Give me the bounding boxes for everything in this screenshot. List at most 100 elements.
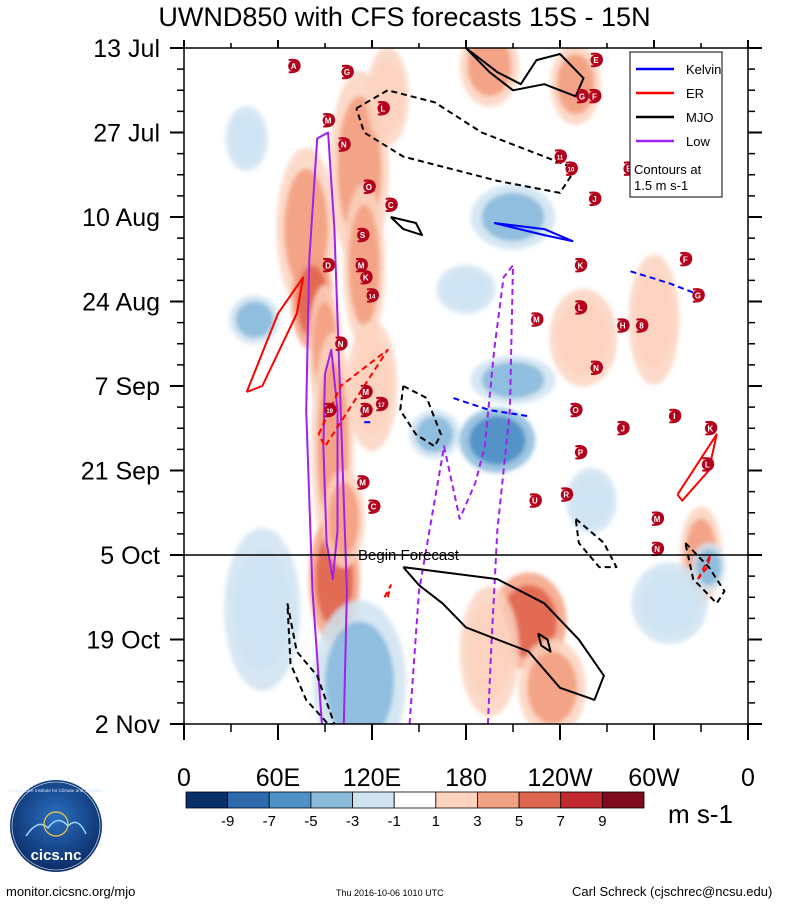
storm-dot	[590, 54, 602, 66]
anomaly-blob-23	[481, 192, 545, 242]
storm-dot	[590, 362, 602, 374]
y-tick-label-0: 13 Jul	[93, 35, 160, 63]
storm-marker-2: L	[377, 100, 390, 116]
cicsnc-logo[interactable]: cics.nc Cooperative Institute for Climat…	[8, 778, 104, 874]
storm-swirl	[357, 227, 370, 243]
storm-dot	[341, 66, 353, 78]
contour-low-2	[408, 264, 514, 724]
anomaly-blob-13	[527, 651, 578, 724]
anomaly-blob-24	[235, 301, 274, 338]
y-tick-label-5: 21 Sep	[81, 458, 160, 486]
contour-kelvin-8	[493, 222, 574, 243]
storm-marker-28: G	[692, 288, 705, 303]
storm-swirl	[335, 336, 348, 351]
y-tick-label-1: 27 Jul	[93, 120, 160, 148]
colorbar-swatch-10	[601, 791, 645, 809]
storm-dot	[377, 102, 389, 114]
storm-marker-29: L	[574, 300, 588, 315]
storm-marker-42: M	[651, 511, 665, 526]
colorbar: -9 -7 -5 -3 -1 1 3 5 7 9	[185, 791, 645, 830]
storm-dot	[574, 446, 586, 458]
storm-swirl	[590, 52, 604, 68]
storm-marker-0: A	[288, 58, 301, 74]
storm-swirl	[561, 487, 574, 502]
storm-swirl	[324, 402, 337, 418]
storm-dot	[651, 513, 663, 525]
colorbar-tick-label-1: -7	[263, 813, 276, 830]
storm-label: K	[363, 273, 369, 282]
contour-kelvin-10	[453, 397, 529, 418]
anomaly-blob-21	[234, 548, 291, 670]
storm-marker-1: G	[341, 64, 354, 80]
x-tick-label-5: 60W	[628, 764, 680, 792]
storm-swirl	[288, 58, 301, 74]
storm-dot	[338, 139, 350, 151]
anomaly-blob-15	[558, 301, 609, 374]
storm-label: I	[673, 412, 675, 421]
colorbar-swatch-6	[435, 791, 478, 809]
storm-dot	[385, 199, 397, 211]
storm-label: E	[626, 165, 632, 174]
storm-dot	[554, 151, 566, 163]
storm-label: C	[388, 201, 394, 210]
storm-marker-40: R	[560, 487, 574, 502]
storm-label: G	[579, 92, 585, 101]
storm-label: R	[563, 491, 569, 500]
storm-marker-16: 17	[375, 396, 389, 412]
storm-swirl	[589, 88, 602, 104]
storm-marker-31: H	[617, 318, 630, 333]
contour-mjo-16	[574, 518, 618, 569]
storm-label: M	[654, 515, 661, 524]
y-tick-label-3: 24 Aug	[82, 289, 160, 317]
contour-er-4	[317, 348, 389, 448]
storm-dot	[357, 477, 369, 489]
storm-dot	[368, 501, 380, 513]
colorbar-tick-label-9: 9	[598, 813, 606, 830]
storm-swirl	[575, 257, 588, 273]
storm-swirl	[360, 402, 373, 418]
colorbar-tick-label-2: -5	[304, 813, 317, 830]
y-tick-label-6: 5 Oct	[100, 542, 160, 570]
colorbar-swatch-0	[185, 791, 229, 809]
storm-label: A	[291, 62, 297, 71]
legend-label-er: ER	[686, 86, 704, 101]
storm-dot	[588, 193, 600, 205]
footer-author[interactable]: Carl Schreck (cjschrec@ncsu.edu)	[572, 884, 773, 899]
contour-kelvin-9	[630, 270, 702, 297]
storm-dot	[692, 289, 704, 301]
colorbar-tick-label-5: 1	[432, 813, 440, 830]
storm-swirl	[322, 257, 336, 273]
storm-label: K	[708, 424, 714, 433]
footer-url[interactable]: monitor.cicsnc.org/mjo	[6, 884, 136, 899]
colorbar-swatch-3	[310, 791, 353, 809]
storm-marker-8: D	[322, 257, 336, 273]
storm-swirl	[363, 179, 376, 194]
storm-label: 14	[369, 294, 376, 300]
storm-label: 17	[378, 403, 385, 409]
storm-dot	[565, 163, 577, 175]
storm-marker-36: J	[617, 420, 630, 436]
storm-dot	[570, 404, 582, 416]
storm-dot	[355, 259, 367, 271]
storm-marker-26: K	[574, 257, 588, 273]
contour-mjo-20	[286, 603, 336, 724]
storm-swirl	[554, 149, 568, 164]
logo-ring-text: Cooperative Institute for Climate and Sa…	[9, 788, 104, 793]
legend-label-mjo: MJO	[686, 110, 713, 125]
storm-label: N	[338, 340, 344, 349]
footer-timestamp: Thu 2016-10-06 1010 UTC	[336, 888, 444, 898]
colorbar-swatch-2	[268, 791, 312, 809]
anomaly-blob-19	[415, 416, 454, 453]
storm-label: S	[360, 231, 366, 240]
storm-label: L	[381, 104, 386, 113]
storm-dot	[574, 302, 586, 314]
colorbar-tick-label-0: -9	[221, 813, 234, 830]
storm-swirl	[617, 318, 630, 333]
storm-label: H	[620, 322, 626, 331]
storm-marker-19: E	[590, 52, 604, 68]
storm-marker-37: K	[704, 420, 718, 436]
storm-dot	[560, 489, 572, 501]
y-tick-label-8: 2 Nov	[95, 711, 161, 739]
storm-swirl	[669, 408, 682, 424]
